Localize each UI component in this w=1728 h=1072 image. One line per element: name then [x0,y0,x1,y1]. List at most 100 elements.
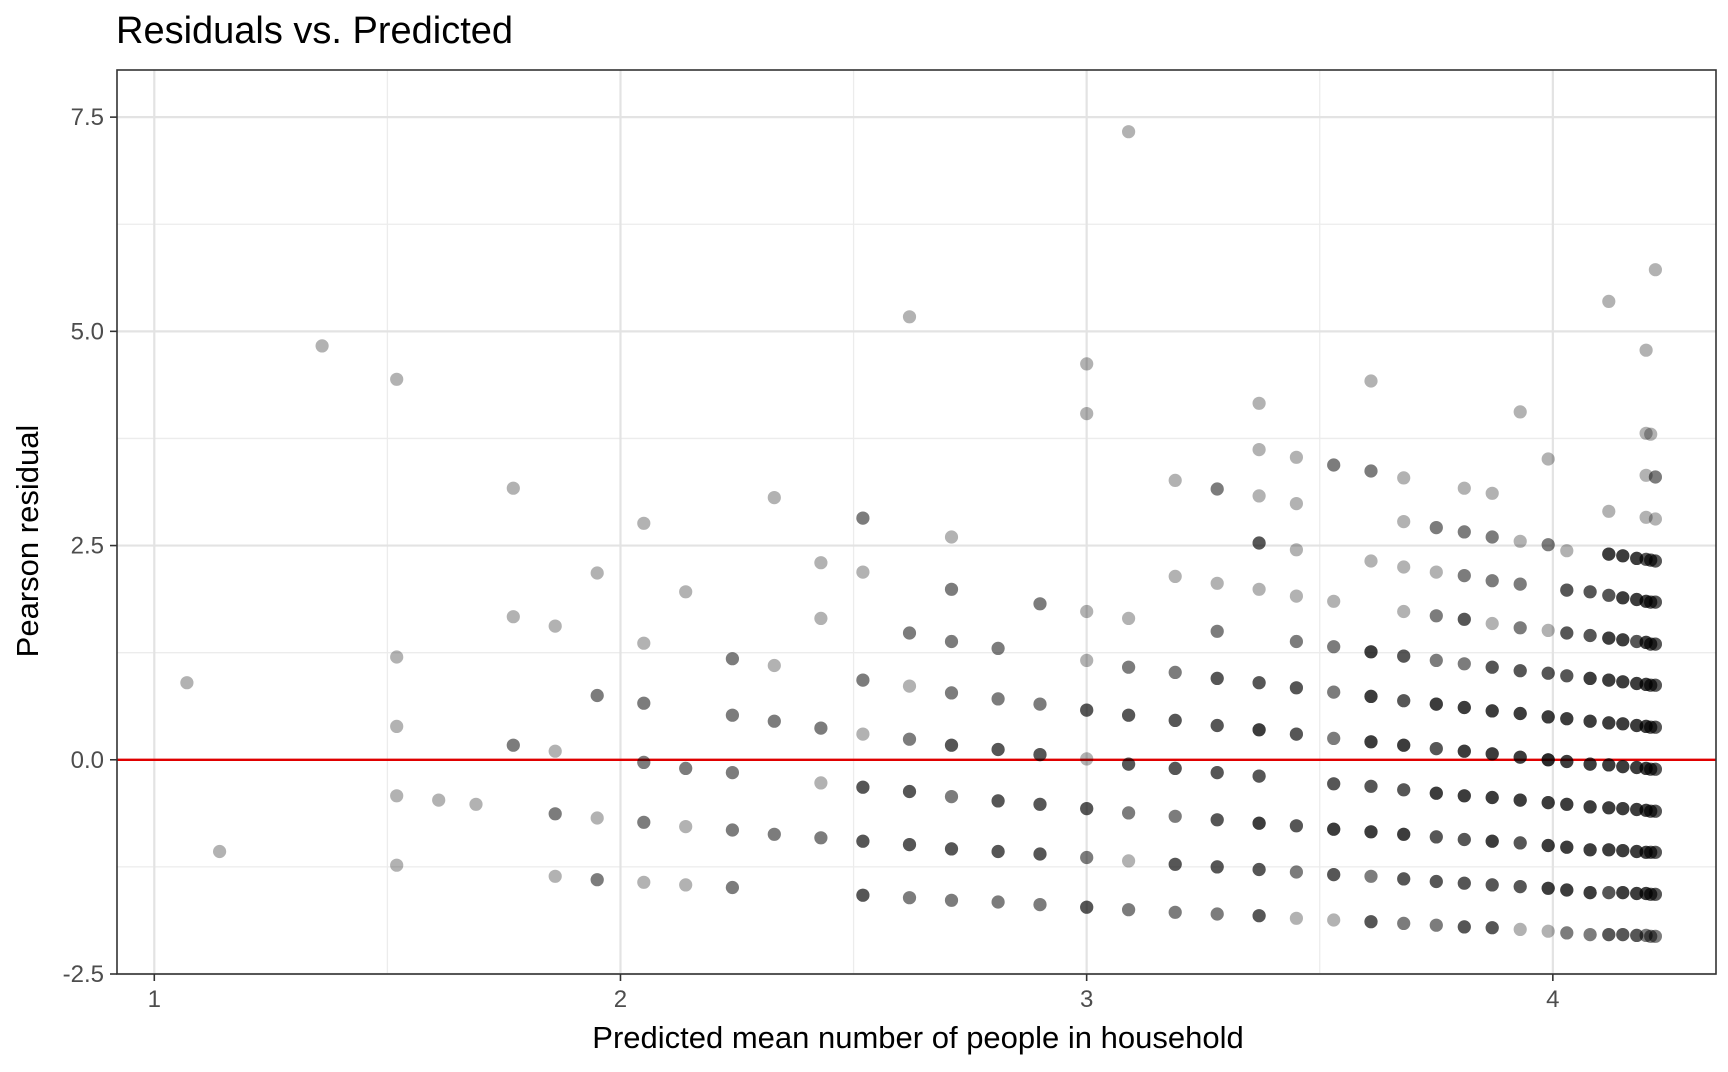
data-point [1648,595,1662,609]
data-point [1560,669,1574,683]
data-point [1327,822,1341,836]
data-point [1560,626,1574,640]
data-point [506,610,520,624]
data-point [944,738,959,752]
data-point [1630,802,1644,817]
data-point [1560,544,1574,558]
data-point [1644,637,1658,651]
data-point [856,673,870,687]
data-point [390,858,404,872]
data-point [814,721,828,735]
data-point [1429,653,1443,668]
data-point [1364,735,1378,749]
data-point [1616,675,1630,689]
data-point [902,784,917,799]
data-point [1648,637,1662,651]
data-point [1644,427,1658,441]
data-point [1513,664,1527,678]
data-point [1485,747,1499,761]
data-point [1644,929,1658,943]
data-point [1602,588,1616,602]
data-point [1541,710,1555,724]
data-point [1397,783,1411,797]
plot-panel-border [116,69,1717,975]
data-point [1364,915,1378,929]
data-point [1630,844,1644,859]
data-point [1252,723,1266,737]
data-point [1583,757,1597,771]
data-point [548,807,562,821]
data-point [1602,886,1616,900]
data-point [1583,757,1597,771]
data-point [1252,862,1266,877]
data-point [1648,762,1662,776]
data-point [1210,907,1224,921]
data-point [1648,929,1662,943]
data-point [1485,790,1499,805]
data-point [767,827,781,841]
data-point [1252,723,1266,737]
data-point [1429,609,1443,623]
data-point [1080,802,1094,816]
data-point [902,891,917,905]
data-point [1560,840,1574,854]
data-point [1583,585,1597,599]
data-point [1122,757,1136,771]
data-point [1364,689,1378,704]
data-point [944,738,959,752]
data-point [1644,887,1658,901]
data-point [1289,819,1303,833]
data-point [1485,834,1499,848]
data-point [506,738,520,752]
data-point [1583,800,1597,814]
data-point [944,790,959,804]
data-point [1583,714,1597,728]
data-point [1602,801,1616,815]
data-point [1648,470,1662,484]
data-point [1327,913,1341,927]
data-point [1289,681,1303,695]
data-point [1080,900,1094,914]
data-point [1429,874,1443,889]
minor-gridlines [117,70,1716,974]
data-point [1644,595,1658,609]
data-point [1327,777,1341,791]
data-point [1560,840,1574,854]
data-point [1639,803,1653,817]
data-point [1485,616,1499,631]
data-point [1210,766,1224,780]
data-point [1639,594,1653,608]
data-point [1560,797,1574,811]
data-point [1583,886,1597,900]
data-point [1541,753,1555,767]
data-point [1457,744,1471,758]
data-point [1648,637,1662,651]
data-point [991,895,1005,909]
data-point [1616,802,1630,816]
data-point [1560,583,1574,597]
data-point [1583,800,1597,814]
data-point [1630,802,1644,817]
data-point [1513,621,1527,635]
data-point [390,650,404,664]
data-point [1616,886,1630,900]
data-point [725,880,740,895]
data-point [1616,717,1630,731]
data-point [1429,830,1443,844]
data-point [991,844,1005,859]
data-point [1429,742,1443,756]
data-point [1644,678,1658,692]
data-point [1289,865,1303,879]
data-point [1289,727,1303,741]
data-point [1648,887,1662,901]
data-point [1639,761,1653,776]
data-point [1327,777,1341,791]
data-point [1168,809,1182,823]
data-point [1252,909,1266,923]
data-point [1397,738,1411,752]
data-point [1648,804,1662,818]
data-point [1364,645,1378,659]
data-point [1513,706,1527,721]
data-point [725,652,740,666]
